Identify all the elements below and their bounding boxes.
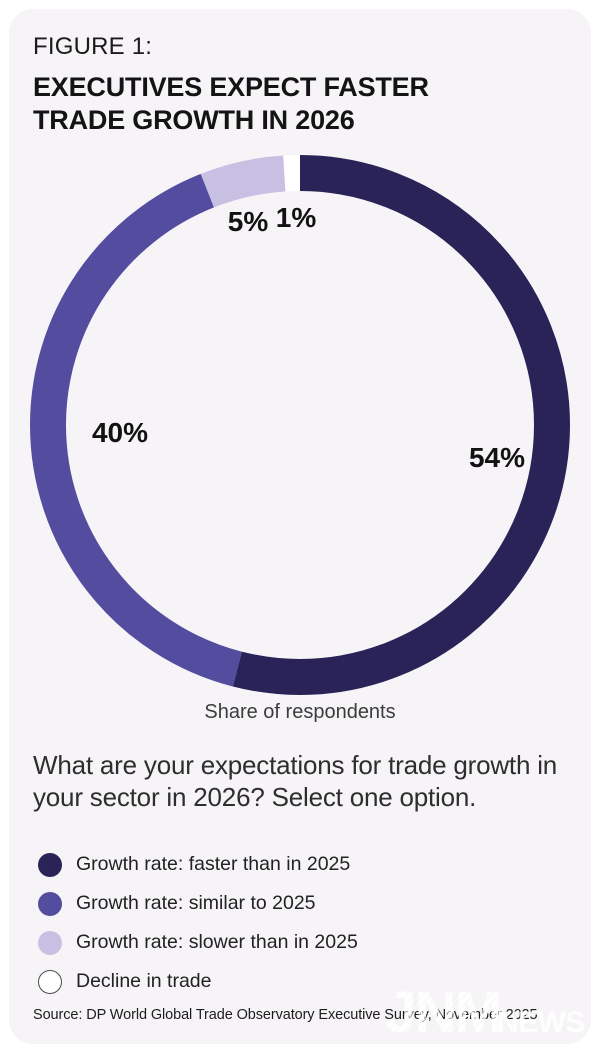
legend-dot-slower-icon [38,930,62,955]
legend-label: Decline in trade [76,970,212,992]
chart-title-line-2: TRADE GROWTH IN 2026 [33,105,355,136]
slice-label-similar: 40% [91,417,149,448]
survey-question: What are your expectations for trade gro… [33,750,558,813]
chart-title-line-1: EXECUTIVES EXPECT FASTER [33,72,429,102]
donut-slice-1 [30,155,570,695]
legend-item-decline: Decline in trade [38,962,358,1001]
slice-label-slower: 5% [227,206,269,237]
legend-dot-faster-icon [38,852,62,877]
legend-label: Growth rate: similar to 2025 [76,892,316,914]
chart-legend: Growth rate: faster than in 2025 Growth … [38,845,358,1001]
legend-item-similar: Growth rate: similar to 2025 [38,884,358,923]
slice-label-faster: 54% [468,442,526,473]
chart-title: EXECUTIVES EXPECT FASTER TRADE GROWTH IN… [33,71,429,138]
legend-label: Growth rate: slower than in 2025 [76,931,358,953]
donut-svg [30,155,570,695]
donut-chart: 54% 40% 5% 1% [24,149,576,701]
legend-item-faster: Growth rate: faster than in 2025 [38,845,358,884]
figure-label: FIGURE 1: [33,33,153,60]
figure-card: FIGURE 1: EXECUTIVES EXPECT FASTER TRADE… [9,9,591,1044]
chart-caption: Share of respondents [204,701,396,723]
legend-item-slower: Growth rate: slower than in 2025 [38,923,358,962]
source-note: Source: DP World Global Trade Observator… [33,1007,538,1023]
legend-dot-similar-icon [38,891,62,916]
legend-label: Growth rate: faster than in 2025 [76,853,351,875]
legend-dot-decline-icon [38,969,62,994]
donut-slice-3 [30,155,570,695]
slice-label-decline: 1% [275,202,317,233]
